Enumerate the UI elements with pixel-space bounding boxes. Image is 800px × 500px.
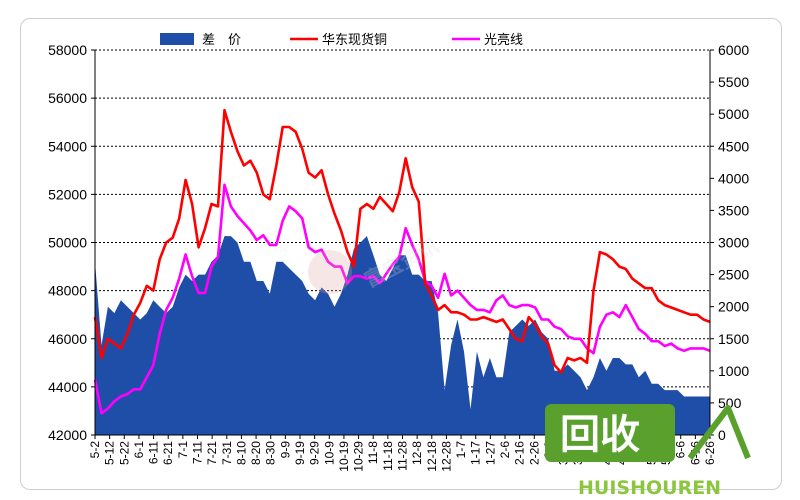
x-tick-label: 1-27 — [483, 441, 497, 465]
left-tick-label: 58000 — [48, 42, 87, 58]
right-tick-label: 6000 — [718, 42, 749, 58]
x-tick-label: 7-1 — [176, 441, 190, 459]
right-tick-label: 1000 — [718, 363, 749, 379]
x-tick-label: 8-30 — [264, 441, 278, 465]
logo-watermark: 回收 HUISHOUREN — [545, 404, 751, 499]
x-tick-label: 8-10 — [234, 441, 248, 465]
right-tick-label: 2000 — [718, 299, 749, 315]
left-tick-label: 46000 — [48, 331, 87, 347]
x-tick-label: 10-9 — [322, 441, 336, 465]
x-tick-label: 2-16 — [513, 441, 527, 465]
x-tick-label: 5-12 — [103, 441, 117, 465]
left-tick-label: 54000 — [48, 138, 87, 154]
left-tick-label: 52000 — [48, 186, 87, 202]
left-tick-label: 56000 — [48, 90, 87, 106]
right-tick-label: 500 — [718, 395, 742, 411]
x-tick-label: 6-26 — [703, 441, 717, 465]
logo-sub-text: HUISHOUREN — [578, 477, 721, 499]
x-tick-label: 6-21 — [161, 441, 175, 465]
x-tick-label: 9-19 — [293, 441, 307, 465]
right-tick-label: 3500 — [718, 202, 749, 218]
legend: 差 价 华东现货铜 光亮线 — [160, 32, 523, 48]
legend-label-price-diff: 差 价 — [202, 33, 241, 48]
right-axis-ticks: 0 500 1000 1500 2000 2500 3000 3500 4000 4500 5000… — [710, 42, 749, 443]
x-tick-label: 11-18 — [381, 441, 395, 471]
right-tick-label: 5500 — [718, 74, 749, 90]
left-axis-ticks: 42000 44000 46000 48000 50000 52000 54000 56000… — [48, 42, 95, 443]
x-tick-label: 6-6 — [674, 441, 688, 459]
left-tick-label: 48000 — [48, 283, 87, 299]
x-tick-label: 12-8 — [410, 441, 424, 465]
x-tick-label: 11-8 — [366, 441, 380, 464]
right-tick-label: 0 — [718, 427, 726, 443]
right-tick-label: 4000 — [718, 170, 749, 186]
legend-label-copper: 华东现货铜 — [322, 32, 387, 48]
x-tick-label: 10-19 — [337, 441, 351, 472]
x-tick-label: 1-17 — [469, 441, 483, 465]
x-tick-label: 7-31 — [220, 441, 234, 465]
left-tick-label: 44000 — [48, 379, 87, 395]
right-tick-label: 2500 — [718, 267, 749, 283]
price-diff-area-shape — [95, 236, 710, 435]
x-tick-label: 5-22 — [117, 441, 131, 465]
x-tick-label: 8-20 — [249, 441, 263, 465]
right-tick-label: 4500 — [718, 138, 749, 154]
x-tick-label: 12-18 — [425, 441, 439, 472]
left-tick-label: 50000 — [48, 235, 87, 251]
x-tick-label: 12-28 — [439, 441, 453, 472]
right-tick-label: 5000 — [718, 106, 749, 122]
right-tick-label: 3000 — [718, 235, 749, 251]
left-tick-label: 42000 — [48, 427, 87, 443]
legend-swatch-price-diff — [160, 33, 194, 45]
x-tick-label: 2-6 — [498, 441, 512, 459]
price-diff-area — [95, 236, 710, 435]
x-tick-label: 9-29 — [308, 441, 322, 465]
x-tick-label: 10-29 — [352, 441, 366, 472]
logo-mark-icon — [687, 405, 751, 460]
x-tick-label: 7-11 — [191, 441, 205, 464]
series-lines — [93, 108, 711, 415]
bright-line-series — [93, 183, 711, 415]
logo-badge — [545, 404, 675, 462]
copper-line-series — [93, 108, 711, 374]
x-tick-label: 2-26 — [527, 441, 541, 465]
x-tick-label: 6-11 — [147, 441, 161, 464]
x-tick-label: 6-1 — [132, 441, 146, 459]
x-tick-label: 7-21 — [205, 441, 219, 465]
legend-label-bright: 光亮线 — [484, 32, 523, 48]
x-tick-label: 11-28 — [396, 441, 410, 471]
x-tick-label: 9-9 — [278, 441, 292, 459]
right-tick-label: 1500 — [718, 331, 749, 347]
logo-main-text: 回收 — [560, 412, 640, 458]
x-tick-label: 5-2 — [88, 441, 102, 459]
x-tick-label: 1-7 — [454, 441, 468, 459]
